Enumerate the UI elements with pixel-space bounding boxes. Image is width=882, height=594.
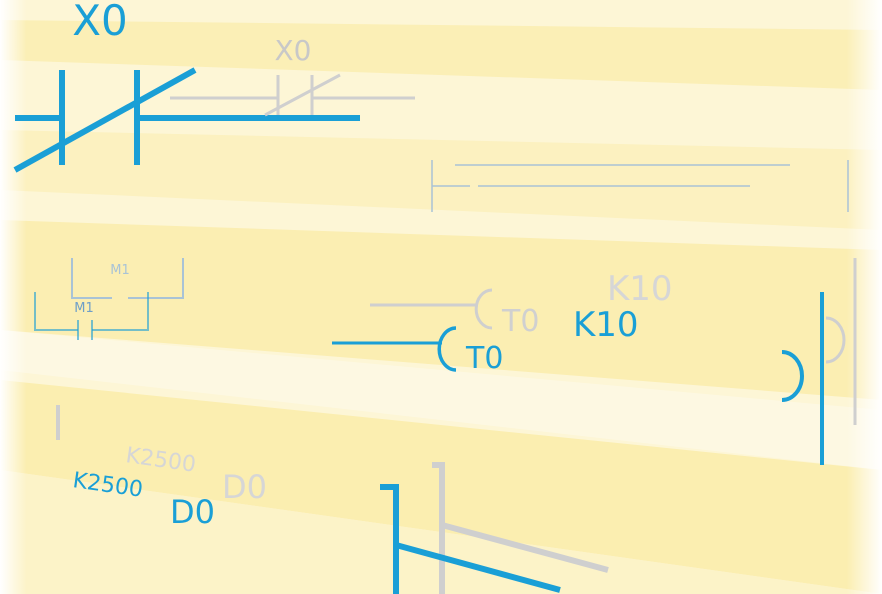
contact-slash xyxy=(264,73,341,117)
bottom-lines xyxy=(380,462,609,594)
register-label: D0 xyxy=(222,468,267,506)
constant-label: K10 xyxy=(607,269,673,309)
rung xyxy=(34,292,78,331)
timer-coils: T0 K10 T0 K10 xyxy=(332,269,673,376)
contact-label: M1 xyxy=(110,263,130,278)
coil xyxy=(781,350,804,402)
contact-slash xyxy=(13,67,197,173)
big-contact: X0 xyxy=(13,0,360,173)
rung xyxy=(128,258,184,299)
rung xyxy=(441,522,609,573)
coil xyxy=(437,326,457,372)
right-coil xyxy=(781,258,857,465)
rail xyxy=(380,484,399,594)
rung xyxy=(395,542,561,593)
coil xyxy=(825,316,846,364)
contact-label: M1 xyxy=(74,301,94,316)
rung xyxy=(92,292,149,331)
thin-ladder xyxy=(431,160,849,212)
timer-label: T0 xyxy=(465,341,503,376)
constant-label: K10 xyxy=(573,305,639,345)
m1-contacts: M1 M1 xyxy=(34,258,184,340)
contact-label: X0 xyxy=(72,0,128,45)
timer-label: T0 xyxy=(501,304,539,339)
faded-contact: X0 xyxy=(170,34,415,117)
register-block: K2500 K2500 D0 D0 xyxy=(56,405,267,531)
coil xyxy=(474,288,493,330)
rung xyxy=(71,258,112,299)
contact-label: X0 xyxy=(275,34,312,67)
register-label: D0 xyxy=(170,493,215,531)
rail xyxy=(432,462,445,594)
